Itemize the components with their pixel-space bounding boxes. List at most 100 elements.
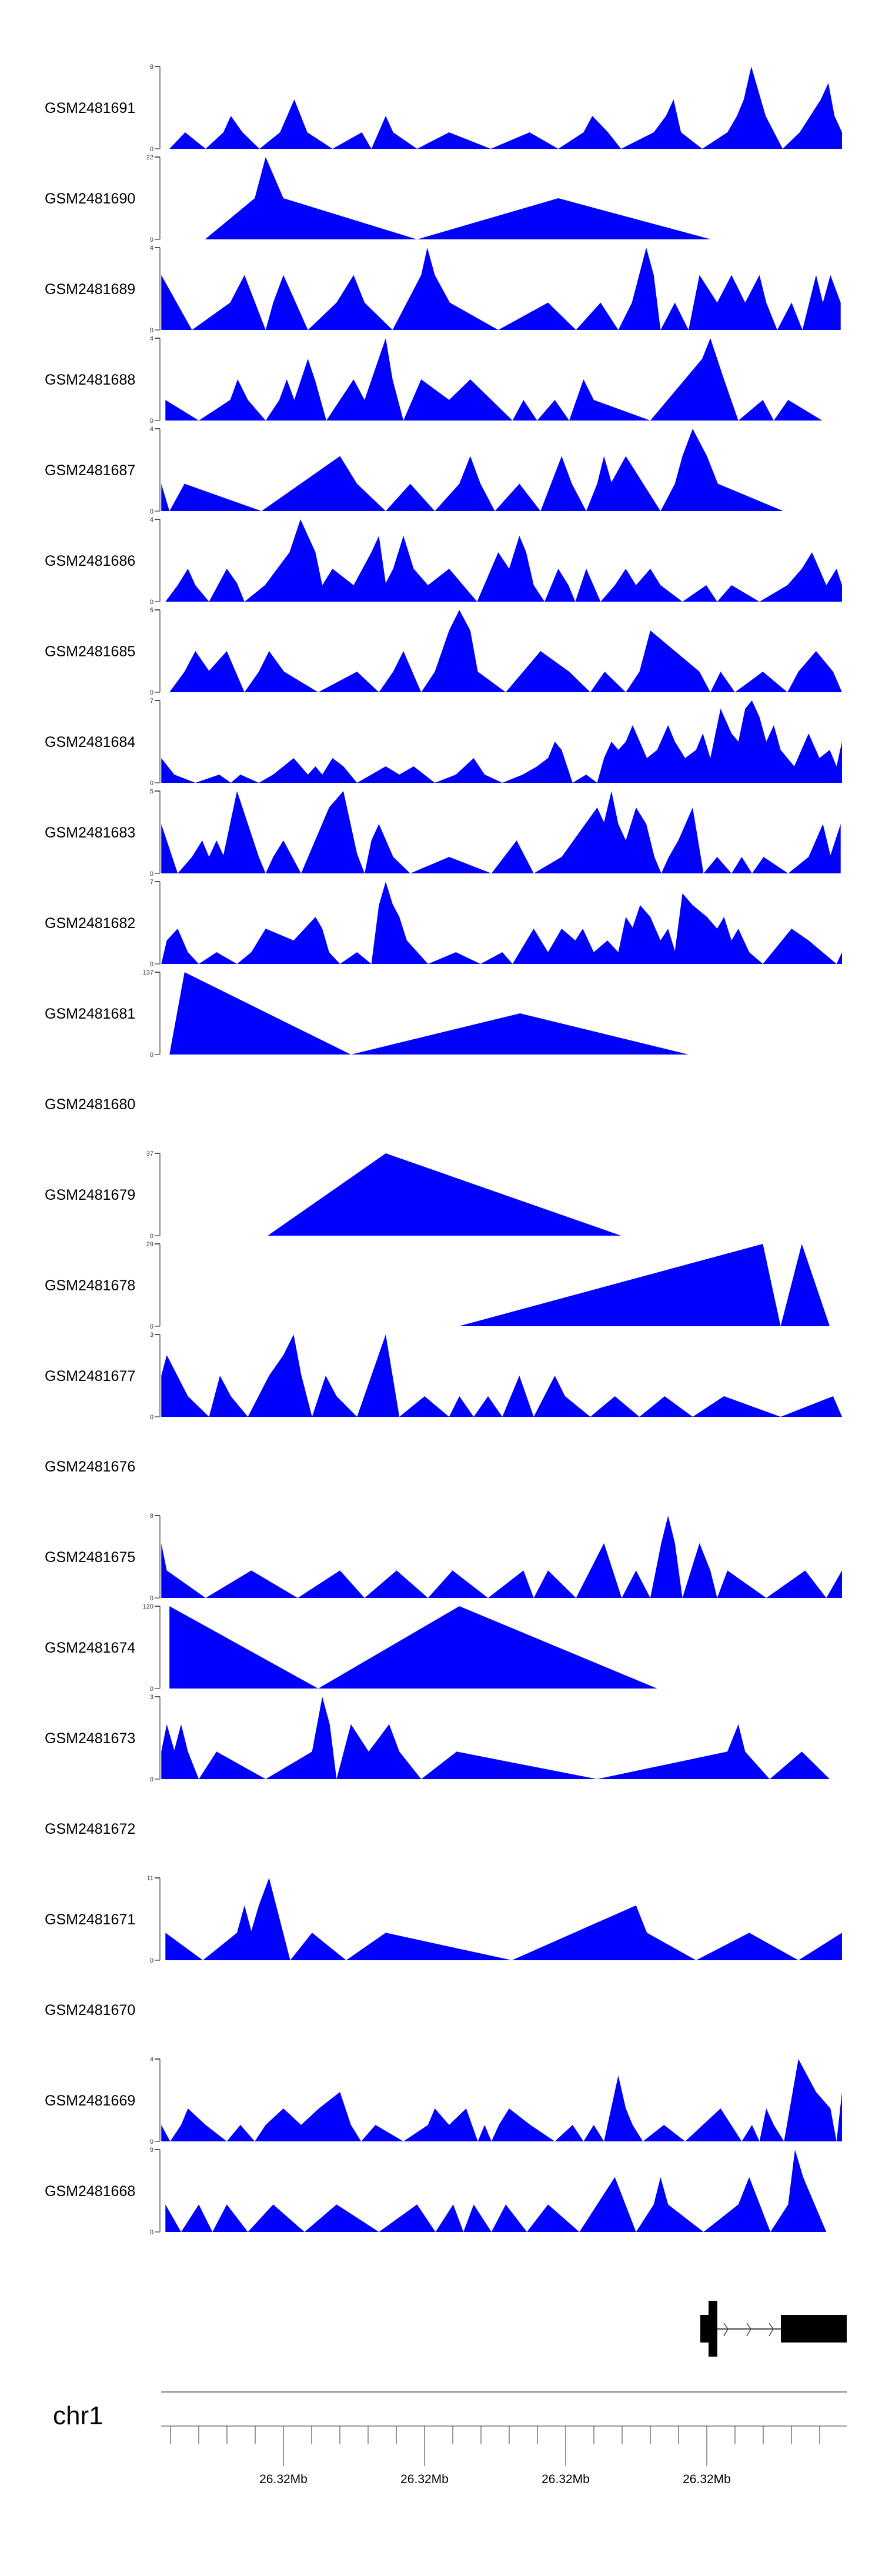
coverage-area (161, 791, 841, 873)
track-label: GSM2481688 (45, 372, 135, 388)
y-tick-label-zero: 0 (150, 1595, 153, 1602)
coverage-area (165, 519, 842, 602)
track-GSM2481684: GSM2481684 7 0 (45, 698, 842, 787)
coverage-area (161, 248, 841, 330)
track-label: GSM2481678 (45, 1277, 135, 1294)
y-tick-label-max: 4 (150, 245, 153, 252)
track-GSM2481690: GSM2481690 22 0 (45, 154, 711, 243)
coverage-area (169, 1606, 657, 1689)
track-GSM2481677: GSM2481677 3 0 (45, 1332, 842, 1421)
gene-exon-end (781, 2315, 847, 2343)
y-tick-label-max: 37 (146, 1150, 153, 1157)
coverage-area (459, 1244, 830, 1326)
y-tick-label-zero: 0 (150, 2229, 153, 2236)
track-label: GSM2481675 (45, 1549, 135, 1566)
strand-chevron-icon (723, 2323, 774, 2337)
track-GSM2481673: GSM2481673 3 0 (45, 1694, 830, 1783)
y-tick-label-zero: 0 (150, 1957, 153, 1964)
axis-ticks: 26.32Mb 26.32Mb 26.32Mb 26.32Mb (170, 2426, 820, 2486)
y-tick-label-zero: 0 (150, 1052, 153, 1059)
track-label: GSM2481674 (45, 1640, 135, 1656)
track-GSM2481688: GSM2481688 4 0 (45, 335, 823, 425)
track-GSM2481680: GSM2481680 (45, 1096, 135, 1113)
track-label: GSM2481687 (45, 462, 135, 479)
y-tick-label-zero: 0 (150, 599, 153, 606)
coverage-area (165, 338, 823, 421)
y-tick-label-max: 137 (143, 969, 153, 976)
coverage-area (161, 1697, 830, 1779)
track-GSM2481669: GSM2481669 4 0 (45, 2056, 842, 2145)
track-label: GSM2481668 (45, 2183, 135, 2200)
track-label: GSM2481683 (45, 825, 135, 841)
y-tick-label-zero: 0 (150, 2138, 153, 2145)
y-tick-label-zero: 0 (150, 146, 153, 153)
y-tick-label-max: 120 (143, 1603, 153, 1610)
coverage-area (161, 700, 842, 783)
genome-axis: chr1 26.32Mb 26.32Mb 26.32Mb 26.32Mb (53, 2391, 847, 2486)
track-GSM2481691: GSM2481691 8 0 (45, 64, 843, 153)
y-tick-label-max: 29 (146, 1241, 153, 1248)
y-tick-label-zero: 0 (150, 961, 153, 968)
track-label: GSM2481691 (45, 100, 135, 116)
y-tick-label-zero: 0 (150, 508, 153, 515)
coverage-area (169, 66, 843, 149)
y-tick-label-zero: 0 (150, 870, 153, 877)
coverage-area (169, 610, 843, 692)
track-label: GSM2481680 (45, 1096, 135, 1113)
track-GSM2481687: GSM2481687 4 0 (45, 426, 784, 515)
track-GSM2481679: GSM2481679 37 0 (45, 1150, 622, 1240)
track-GSM2481668: GSM2481668 9 0 (45, 2147, 827, 2236)
coverage-area (161, 882, 842, 964)
axis-tick-label: 26.32Mb (683, 2472, 731, 2486)
data-tracks: GSM248169180GSM2481690220GSM248168940GSM… (45, 64, 843, 2236)
track-GSM2481681: GSM2481681 137 0 (45, 969, 689, 1059)
y-tick-label-max: 5 (150, 607, 153, 614)
track-label: GSM2481673 (45, 1730, 135, 1747)
y-tick-label-max: 9 (150, 2147, 153, 2154)
track-label: GSM2481670 (45, 2002, 135, 2018)
track-GSM2481674: GSM2481674 120 0 (45, 1603, 657, 1693)
track-label: GSM2481685 (45, 643, 135, 660)
y-tick-label-zero: 0 (150, 780, 153, 787)
y-tick-label-max: 8 (150, 1513, 153, 1520)
track-GSM2481671: GSM2481671 11 0 (45, 1875, 842, 1964)
y-tick-label-zero: 0 (150, 236, 153, 243)
y-tick-label-max: 4 (150, 426, 153, 433)
track-label: GSM2481682 (45, 915, 135, 932)
track-label: GSM2481679 (45, 1187, 135, 1203)
y-tick-label-zero: 0 (150, 689, 153, 696)
coverage-area (205, 157, 711, 239)
track-GSM2481685: GSM2481685 5 0 (45, 607, 843, 696)
y-tick-label-max: 8 (150, 64, 153, 71)
coverage-area (161, 2059, 842, 2141)
axis-tick-label: 26.32Mb (259, 2472, 308, 2486)
track-GSM2481683: GSM2481683 5 0 (45, 788, 841, 877)
axis-tick-label: 26.32Mb (542, 2472, 590, 2486)
track-GSM2481672: GSM2481672 (45, 1821, 135, 1837)
chromosome-label: chr1 (53, 2401, 103, 2430)
track-label: GSM2481686 (45, 553, 135, 569)
track-GSM2481686: GSM2481686 4 0 (45, 516, 842, 606)
gene-model (700, 2301, 847, 2357)
y-tick-label-zero: 0 (150, 1233, 153, 1240)
y-tick-label-max: 4 (150, 2056, 153, 2063)
track-label: GSM2481677 (45, 1368, 135, 1384)
y-tick-label-zero: 0 (150, 1414, 153, 1421)
y-tick-label-zero: 0 (150, 1776, 153, 1783)
track-label: GSM2481676 (45, 1459, 135, 1475)
track-label: GSM2481690 (45, 191, 135, 207)
y-tick-label-max: 3 (150, 1332, 153, 1339)
y-tick-label-zero: 0 (150, 418, 153, 425)
coverage-area (268, 1153, 622, 1236)
track-label: GSM2481671 (45, 1911, 135, 1928)
track-label: GSM2481669 (45, 2093, 135, 2109)
gene-exon-start (709, 2301, 717, 2357)
track-GSM2481670: GSM2481670 (45, 2002, 135, 2018)
y-tick-label-zero: 0 (150, 1686, 153, 1693)
y-tick-label-max: 7 (150, 698, 153, 705)
y-tick-label-max: 22 (146, 154, 153, 161)
coverage-area (165, 2150, 827, 2232)
coverage-area (161, 1516, 842, 1598)
track-GSM2481682: GSM2481682 7 0 (45, 879, 842, 968)
